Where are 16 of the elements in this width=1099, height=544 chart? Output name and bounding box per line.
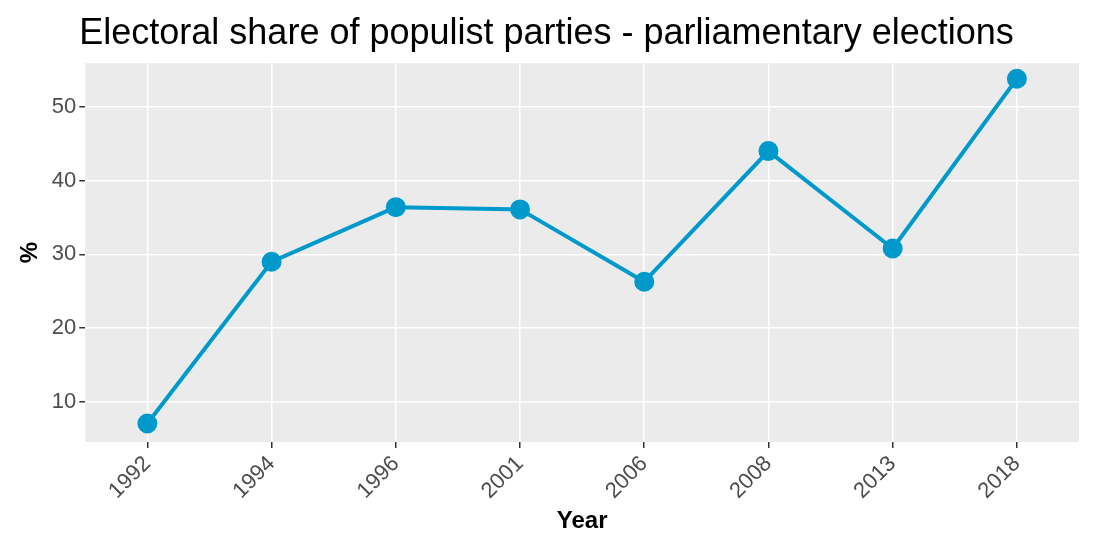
x-axis-title: Year xyxy=(556,506,608,534)
y-tick-label: 20 xyxy=(51,314,77,340)
point xyxy=(510,199,531,220)
point xyxy=(882,238,903,259)
y-tick-label: 30 xyxy=(51,240,77,266)
point xyxy=(261,251,282,272)
point xyxy=(137,413,158,434)
point xyxy=(385,197,406,218)
y-axis-title: % xyxy=(15,241,43,264)
point xyxy=(758,141,779,162)
chart-title: Electoral share of populist parties - parliamentary elections xyxy=(79,10,1014,52)
y-tick-label: 10 xyxy=(51,388,77,414)
y-tick-label: 50 xyxy=(51,92,77,118)
point xyxy=(1006,68,1027,89)
y-tick-label: 40 xyxy=(51,166,77,192)
point xyxy=(634,271,655,292)
